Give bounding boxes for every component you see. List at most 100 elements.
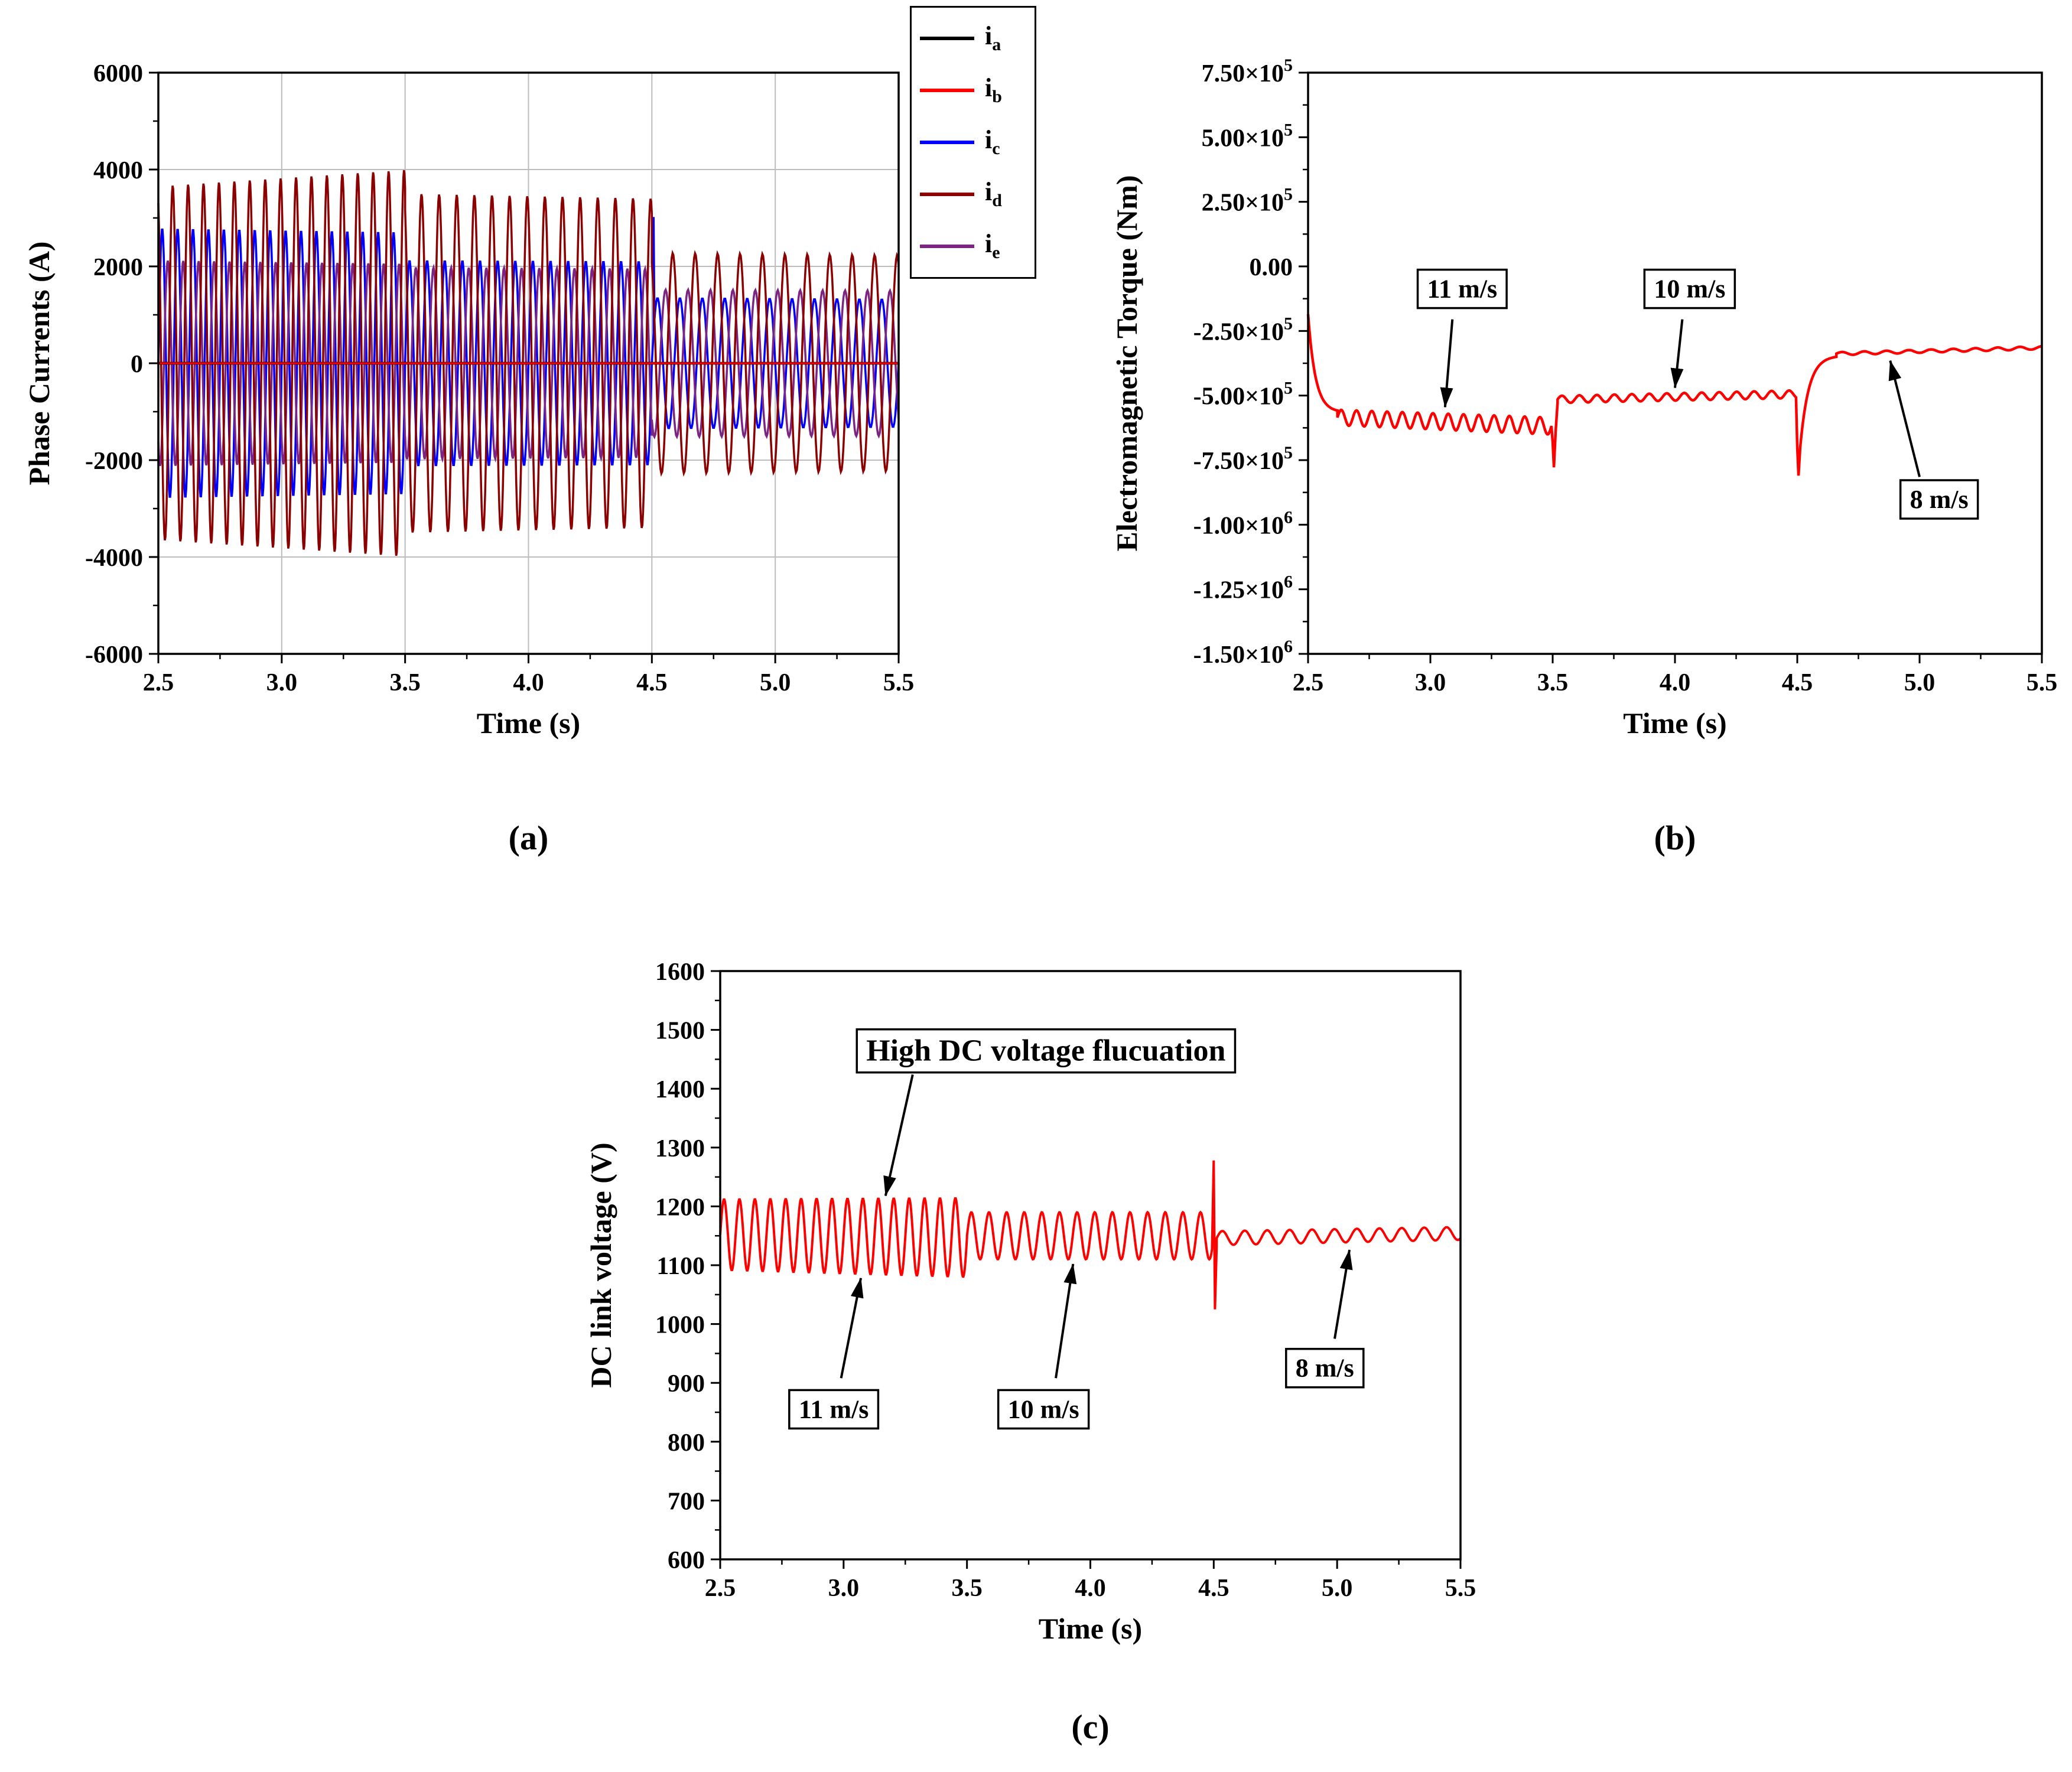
y-tick-label: -6000 — [85, 641, 143, 669]
panel-label-a: (a) — [508, 819, 549, 857]
y-tick-label: 0 — [131, 351, 143, 378]
x-tick-label: 2.5 — [1293, 669, 1324, 696]
x-tick-label: 3.5 — [389, 669, 421, 696]
torque-xlabel: Time (s) — [1623, 706, 1726, 740]
annotation-box — [788, 1389, 880, 1430]
torque-plot: 2.5 3.0 3.5 4.0 4.5 5.0 5.5 7.50×105 5.00×105 2.5… — [1110, 56, 2058, 740]
y-tick-label: -1.00×106 — [1193, 507, 1293, 539]
legend-label-e: ie — [985, 229, 1000, 262]
series-Vdc — [719, 1160, 1462, 1310]
x-tick-label: 2.5 — [143, 669, 174, 696]
annotation-label: 11 m/s — [799, 1395, 869, 1424]
y-tick-label: 800 — [668, 1429, 705, 1457]
legend: ia ib ic id ie — [910, 6, 1036, 279]
y-tick-label: -2000 — [85, 448, 143, 475]
dc-link-chart: 2.5 3.0 3.5 4.0 4.5 5.0 5.5 1600 1500 1400 1300 120… — [584, 921, 1536, 1772]
x-tick-label: 3.0 — [1415, 669, 1446, 696]
x-tick-label: 5.0 — [1322, 1575, 1353, 1602]
annotation-label: 10 m/s — [1008, 1395, 1079, 1424]
annotation-label: 8 m/s — [1296, 1354, 1354, 1383]
x-tick-label: 4.5 — [1782, 669, 1813, 696]
annotation-arrow — [1440, 319, 1454, 408]
torque-chart: 2.5 3.0 3.5 4.0 4.5 5.0 5.5 7.50×105 5.00×105 2.5… — [1093, 0, 2068, 874]
phase-currents-plot: 2.5 3.0 3.5 4.0 4.5 5.0 5.5 6000 4000 2000 0 -2000 -… — [22, 60, 915, 740]
y-tick-label: 900 — [668, 1370, 705, 1398]
phase-currents-xlabel: Time (s) — [477, 706, 580, 740]
annotation-box — [1285, 1347, 1365, 1389]
y-tick-label: 4000 — [93, 157, 143, 184]
y-tick-label: 7.50×105 — [1202, 56, 1293, 87]
legend-line-c — [920, 141, 974, 144]
x-tick-label: 2.5 — [705, 1575, 736, 1602]
y-tick-label: 1400 — [655, 1076, 705, 1103]
legend-label-d: id — [985, 177, 1002, 210]
y-tick-label: 0.00 — [1250, 254, 1293, 281]
annotation-arrow — [1888, 360, 1921, 477]
dc-link-voltage-ylabel: DC link voltage (V) — [584, 1142, 617, 1387]
annotation-label: 11 m/s — [1427, 275, 1498, 304]
legend-label-c: ic — [985, 125, 1000, 158]
y-tick-label: 1600 — [655, 959, 705, 986]
x-tick-label: 5.5 — [2027, 669, 2058, 696]
x-tick-label: 5.0 — [760, 669, 791, 696]
annotation-box — [1643, 268, 1736, 310]
legend-item-a: ia — [920, 12, 1026, 64]
x-tick-label: 4.5 — [1198, 1575, 1229, 1602]
annotation-box — [856, 1028, 1237, 1074]
x-tick-label: 3.5 — [1537, 669, 1569, 696]
plot-border — [1307, 71, 2043, 655]
y-tick-label: 600 — [668, 1547, 705, 1574]
x-tick-label: 5.5 — [1445, 1575, 1476, 1602]
x-tick-label: 4.0 — [1075, 1575, 1106, 1602]
annotation-arrow — [840, 1277, 864, 1379]
phase-currents-chart: 2.5 3.0 3.5 4.0 4.5 5.0 5.5 6000 4000 2000 0 -2000 -… — [22, 0, 1087, 874]
legend-item-c: ic — [920, 116, 1026, 168]
x-tick-label: 4.5 — [636, 669, 668, 696]
series-id — [157, 170, 900, 556]
y-tick-label: 2000 — [93, 254, 143, 281]
annotation-box — [997, 1389, 1090, 1430]
y-tick-label: -1.25×106 — [1193, 572, 1293, 604]
y-tick-label: 1500 — [655, 1018, 705, 1045]
y-tick-label: 2.50×105 — [1202, 185, 1293, 217]
annotation-label: High DC voltage flucuation — [866, 1034, 1225, 1068]
x-tick-label: 4.0 — [1660, 669, 1691, 696]
x-tick-label: 3.5 — [951, 1575, 983, 1602]
annotation-arrow — [1333, 1249, 1353, 1339]
y-tick-label: 1200 — [655, 1194, 705, 1221]
y-tick-label: -7.50×105 — [1193, 443, 1293, 475]
y-tick-label: 1300 — [655, 1135, 705, 1162]
series-ie — [157, 260, 900, 467]
annotation-box — [1899, 479, 1979, 520]
y-tick-label: 1000 — [655, 1312, 705, 1339]
annotation-arrow — [1055, 1263, 1077, 1379]
annotation-arrow — [1670, 319, 1684, 389]
annotation-box — [1416, 268, 1508, 310]
annotation-label: 10 m/s — [1654, 275, 1725, 304]
phase-currents-ylabel: Phase Currents (A) — [22, 242, 56, 486]
dc-link-voltage-xlabel: Time (s) — [1039, 1612, 1142, 1645]
legend-label-b: ib — [985, 73, 1002, 106]
y-tick-label: -2.50×105 — [1193, 314, 1293, 346]
x-tick-label: 3.0 — [266, 669, 298, 696]
legend-line-d — [920, 193, 974, 196]
torque-ylabel: Electromagnetic Torque (Nm) — [1110, 175, 1143, 552]
y-tick-label: 700 — [668, 1488, 705, 1515]
x-tick-label: 5.0 — [1904, 669, 1936, 696]
x-tick-label: 5.5 — [883, 669, 915, 696]
legend-line-a — [920, 37, 974, 40]
legend-item-d: id — [920, 168, 1026, 220]
dc-link-plot: 2.5 3.0 3.5 4.0 4.5 5.0 5.5 1600 1500 1400 1300 120… — [584, 959, 1476, 1645]
y-tick-label: 1100 — [656, 1253, 705, 1280]
panel-label-b: (b) — [1654, 819, 1696, 857]
legend-line-b — [920, 89, 974, 92]
annotation-arrow — [883, 1074, 914, 1197]
legend-line-e — [920, 245, 974, 248]
y-tick-label: -5.00×105 — [1193, 379, 1293, 411]
panel-label-c: (c) — [1071, 1708, 1110, 1746]
series-ic — [157, 217, 900, 498]
legend-item-e: ie — [920, 220, 1026, 272]
x-tick-label: 4.0 — [513, 669, 544, 696]
annotation-label: 8 m/s — [1910, 485, 1969, 514]
